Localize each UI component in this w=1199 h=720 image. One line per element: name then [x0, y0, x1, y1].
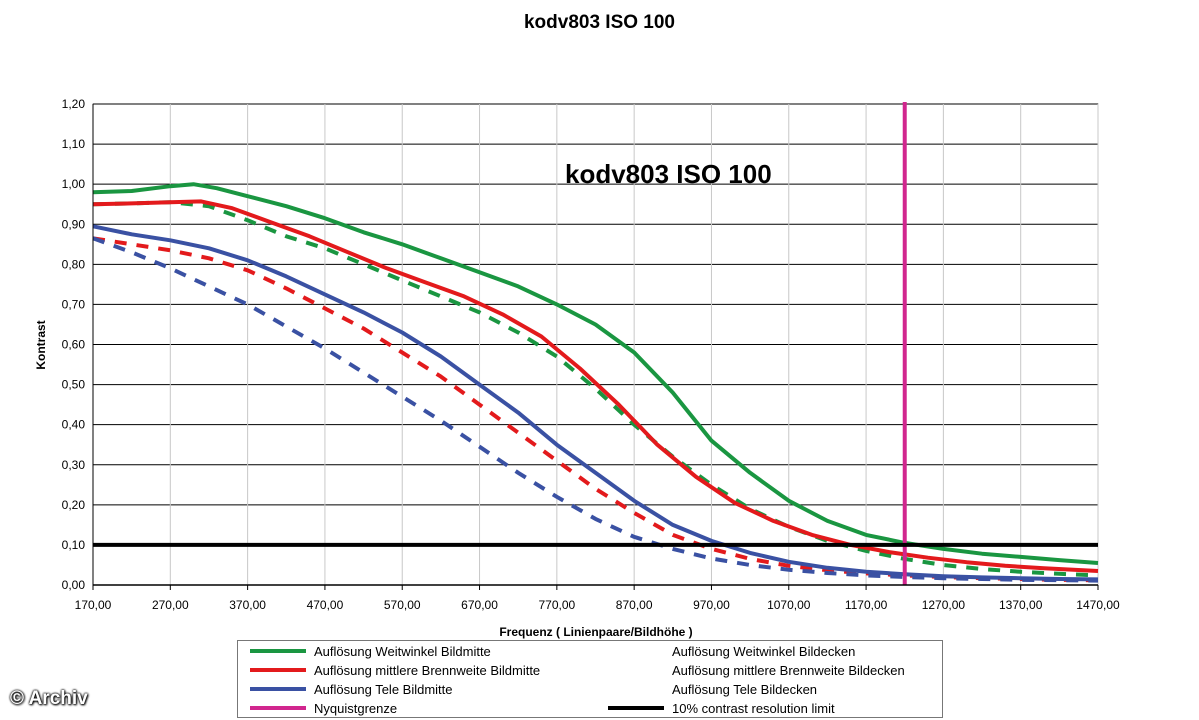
x-tick-label: 470,00	[307, 598, 344, 612]
y-tick-label: 0,80	[62, 257, 86, 271]
x-tick-label: 1370,00	[999, 598, 1043, 612]
legend-swatch	[608, 687, 664, 691]
y-tick-label: 1,10	[62, 137, 86, 151]
x-tick-label: 170,00	[75, 598, 112, 612]
legend-item: Auflösung mittlere Brennweite Bildmitte	[250, 661, 540, 679]
y-tick-label: 0,50	[62, 378, 86, 392]
legend-label: Auflösung Weitwinkel Bildecken	[672, 643, 856, 659]
axes: 0,00 0,10 0,20 0,30 0,40 0,50 0,60 0,70 0,80 0,90…	[62, 97, 1120, 612]
x-tick-label: 370,00	[229, 598, 266, 612]
legend-label: Auflösung mittlere Brennweite Bildmitte	[314, 662, 541, 678]
legend-label: Auflösung Tele Bildmitte	[314, 681, 453, 697]
y-tick-label: 0,10	[62, 538, 86, 552]
legend-label: 10% contrast resolution limit	[672, 700, 835, 716]
legend-item: Nyquistgrenze	[250, 699, 397, 717]
chart-title: kodv803 ISO 100	[523, 12, 676, 33]
grid	[92, 103, 1099, 586]
y-tick-label: 0,60	[62, 338, 86, 352]
legend-swatch	[608, 668, 664, 672]
x-tick-label: 670,00	[461, 598, 498, 612]
y-tick-label: 1,00	[62, 177, 86, 191]
inner-chart-title: kodv803 ISO 100	[565, 159, 772, 189]
y-tick-label: 0,20	[62, 498, 86, 512]
series-line-2	[92, 200, 1099, 578]
legend-label: Auflösung Weitwinkel Bildmitte	[314, 643, 491, 659]
series-line-5	[92, 224, 1099, 582]
y-tick-label: 0,40	[62, 418, 86, 432]
legend-item: Auflösung Weitwinkel Bildmitte	[250, 642, 491, 660]
y-axis-label: Kontrast	[34, 320, 48, 369]
legend-item: Auflösung Tele Bildmitte	[250, 680, 453, 698]
legend-label: Nyquistgrenze	[314, 700, 398, 716]
x-tick-label: 1070,00	[767, 598, 811, 612]
x-tick-label: 1170,00	[845, 598, 888, 612]
legend-item: Auflösung Tele Bildecken	[608, 680, 817, 698]
legend-swatch	[250, 706, 306, 710]
legend-swatch	[250, 668, 306, 672]
y-tick-label: 0,70	[62, 297, 86, 311]
series-line-6	[92, 236, 1099, 583]
y-tick-label: 0,00	[62, 578, 86, 592]
x-tick-label: 870,00	[616, 598, 653, 612]
x-tick-label: 570,00	[384, 598, 421, 612]
legend-label: Auflösung Tele Bildecken	[672, 681, 818, 697]
legend-swatch	[250, 687, 306, 691]
legend-swatch	[250, 649, 306, 653]
legend-item: 10% contrast resolution limit	[608, 699, 835, 717]
x-tick-label: 1470,00	[1076, 598, 1120, 612]
chart-legend: Auflösung Weitwinkel Bildmitte Auflösung …	[237, 640, 943, 718]
line-chart: 0,00 0,10 0,20 0,30 0,40 0,50 0,60 0,70 0,80 0,90…	[34, 97, 1120, 639]
x-tick-label: 970,00	[693, 598, 730, 612]
y-tick-label: 1,20	[62, 97, 86, 111]
x-tick-label: 270,00	[152, 598, 189, 612]
y-tick-label: 0,30	[62, 458, 86, 472]
copyright-watermark: © Archiv	[10, 688, 88, 709]
series-line-3	[92, 199, 1099, 573]
x-axis-label: Frequenz ( Linienpaare/Bildhöhe )	[499, 625, 692, 639]
legend-item: Auflösung Weitwinkel Bildecken	[608, 642, 855, 660]
x-tick-label: 770,00	[538, 598, 575, 612]
legend-swatch	[608, 649, 664, 653]
y-tick-label: 0,90	[62, 217, 86, 231]
legend-label: Auflösung mittlere Brennweite Bildecken	[672, 662, 905, 678]
reference-lines	[93, 102, 1098, 585]
x-tick-label: 1270,00	[922, 598, 966, 612]
legend-swatch	[608, 706, 664, 710]
legend-item: Auflösung mittlere Brennweite Bildecken	[608, 661, 905, 679]
